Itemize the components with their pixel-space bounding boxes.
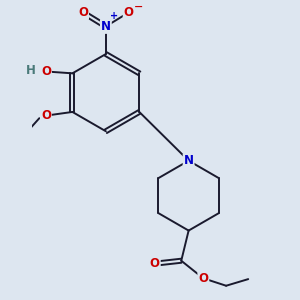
Text: +: +: [110, 11, 118, 21]
Text: O: O: [78, 6, 88, 19]
Text: N: N: [101, 20, 111, 33]
Text: N: N: [184, 154, 194, 167]
Text: −: −: [134, 2, 144, 12]
Text: O: O: [41, 109, 51, 122]
Text: O: O: [41, 65, 51, 78]
Text: O: O: [150, 257, 160, 270]
Text: O: O: [198, 272, 208, 285]
Text: O: O: [124, 6, 134, 19]
Text: H: H: [26, 64, 35, 77]
